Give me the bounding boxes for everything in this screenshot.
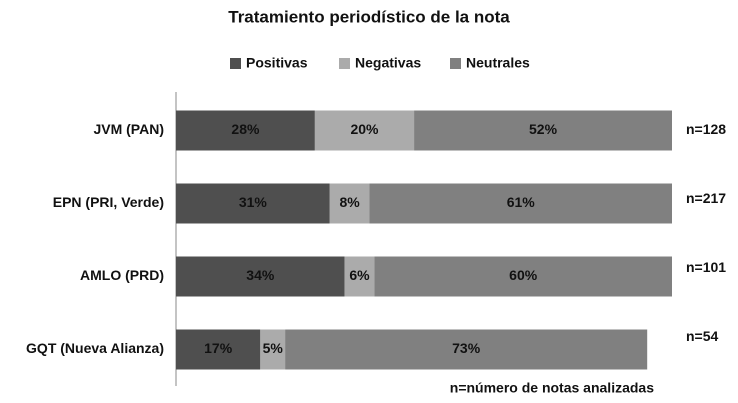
value-label: 73%: [452, 340, 481, 356]
legend-swatch: [450, 58, 461, 69]
legend-label: Neutrales: [466, 55, 530, 71]
bar-segment: [285, 329, 648, 370]
bar-segment: [369, 183, 672, 224]
annotation: n=101: [686, 259, 726, 275]
legend-label: Positivas: [246, 55, 308, 71]
bar-segment: [260, 329, 286, 370]
value-label: 17%: [204, 340, 233, 356]
bar-segment: [329, 183, 370, 224]
value-label: 20%: [350, 121, 379, 137]
value-label: 61%: [507, 194, 536, 210]
value-label: 60%: [509, 267, 538, 283]
bar-segment: [314, 110, 415, 151]
bar-segment: [414, 110, 672, 151]
bar-segment: [344, 256, 375, 297]
annotation: n=54: [686, 328, 719, 344]
legend-swatch: [339, 58, 350, 69]
bar-segment: [176, 110, 315, 151]
bar-segment: [176, 183, 330, 224]
bar-segment: [176, 329, 261, 370]
annotation: n=128: [686, 121, 726, 137]
legend-label: Negativas: [355, 55, 421, 71]
value-label: 31%: [239, 194, 268, 210]
chart-title: Tratamiento periodístico de la nota: [228, 7, 510, 26]
legend-swatch: [230, 58, 241, 69]
y-tick-label: AMLO (PRD): [80, 267, 164, 283]
annotation: n=217: [686, 190, 726, 206]
footnote: n=número de notas analizadas: [450, 380, 654, 396]
y-tick-label: JVM (PAN): [93, 121, 164, 137]
value-label: 34%: [246, 267, 275, 283]
value-label: 28%: [231, 121, 260, 137]
bar-segment: [374, 256, 672, 297]
value-label: 6%: [349, 267, 370, 283]
y-tick-label: GQT (Nueva Alianza): [26, 340, 164, 356]
value-label: 52%: [529, 121, 558, 137]
y-tick-label: EPN (PRI, Verde): [53, 194, 164, 210]
value-label: 5%: [263, 340, 284, 356]
bar-segment: [176, 256, 345, 297]
value-label: 8%: [339, 194, 360, 210]
